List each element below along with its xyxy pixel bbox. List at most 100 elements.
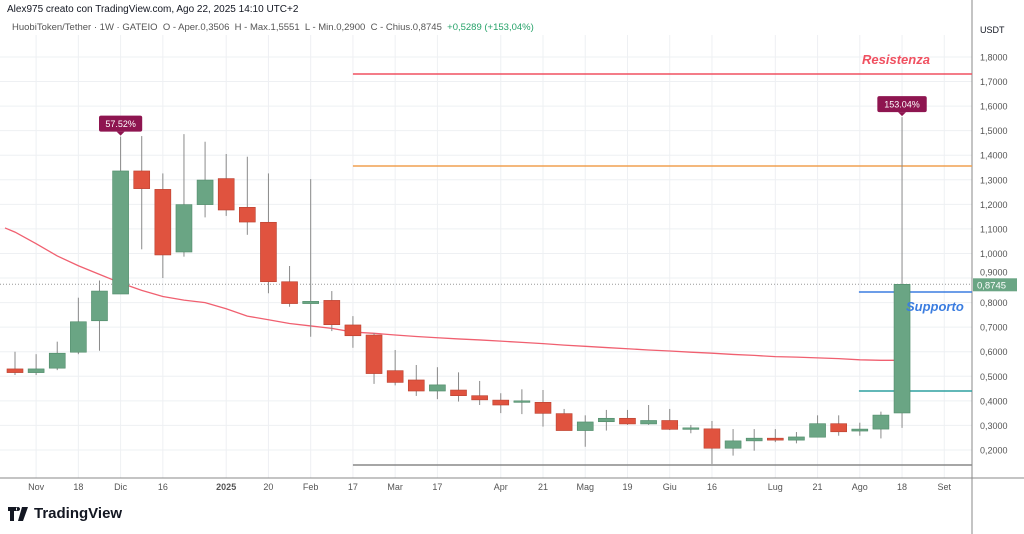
candle-body [851,428,869,432]
price-tick-label: 0,8000 [980,298,1008,308]
label-support: Supporto [906,299,964,314]
price-tick-label: 0,9000 [980,267,1008,277]
price-axis-currency: USDT [980,25,1005,35]
price-tick-label: 1,7000 [980,77,1008,87]
candle-body [323,300,341,326]
candle-body [767,437,784,441]
label-resistance: Resistenza [862,52,930,67]
candle-body [534,402,552,414]
symbol-legend: HuobiToken/Tether · 1W · GATEIO O - Aper… [12,22,534,33]
price-tick-label: 1,2000 [980,200,1008,210]
price-tick-label: 1,5000 [980,126,1008,136]
time-tick-label: Apr [494,482,508,492]
time-tick-label: 18 [897,482,907,492]
candle-body [91,290,108,322]
price-tick-label: 0,3000 [980,421,1008,431]
time-tick-label: 2025 [216,482,236,492]
candle-body [196,179,214,205]
candle-body [788,436,805,441]
price-tick-label: 0,2000 [980,445,1008,455]
price-tick-label: 0,6000 [980,347,1008,357]
time-tick-label: 17 [348,482,358,492]
tradingview-logo: TradingView [8,505,122,522]
candle-body [724,440,742,449]
time-tick-label: Nov [28,482,45,492]
current-price-tag [973,278,1017,292]
candle-body [70,321,87,353]
candle-body [217,178,235,211]
legend-low: L - Min.0,2900 [304,22,366,33]
candle-body [471,395,488,401]
candle-body [745,437,763,442]
time-tick-label: Lug [768,482,783,492]
candle-body [830,423,847,433]
candle-body [260,221,277,283]
legend-symbol[interactable]: HuobiToken/Tether · 1W · GATEIO [12,22,158,33]
percent-change-tooltip [99,115,143,132]
tooltip-pointer-icon [116,131,125,136]
candle-body [492,399,510,406]
candle-body [640,420,657,425]
candle-body [893,284,911,414]
candle-body [703,428,721,449]
candle-body [365,334,383,374]
legend-close: C - Chius.0,8745 [370,22,442,33]
legend-change: +0,5289 (+153,04%) [447,22,534,33]
legend-high: H - Max.1,5551 [234,22,300,33]
time-tick-label: Set [938,482,952,492]
candle-body [661,420,679,430]
time-tick-label: Giu [663,482,677,492]
tooltip-pointer-icon [898,112,907,117]
time-tick-label: Mar [387,482,403,492]
candle-body [302,301,319,304]
candle-body [281,281,298,304]
candle-body [6,368,24,373]
candle-body [239,207,256,223]
percent-change-label: 57.52% [105,119,136,129]
legend-open: O - Aper.0,3506 [162,22,230,33]
candle-body [598,417,615,423]
candle-body [809,423,826,438]
candle-body [386,370,404,383]
price-tick-label: 0,5000 [980,372,1008,382]
time-tick-label: 17 [432,482,442,492]
candle-body [576,421,594,431]
candle-body [344,324,362,337]
candle-body [154,189,172,256]
time-tick-label: 20 [263,482,273,492]
tradingview-logo-icon [8,506,28,521]
time-tick-label: 16 [158,482,168,492]
time-tick-label: 19 [622,482,632,492]
candle-body [175,204,193,253]
moving-average-line [4,227,903,361]
candle-body [429,384,446,392]
time-tick-label: Dic [114,482,127,492]
candle-body [133,170,151,189]
current-price-label: 0,8745 [977,280,1006,291]
candle-body [682,427,700,430]
time-tick-label: Ago [852,482,868,492]
time-tick-label: 21 [813,482,823,492]
time-tick-label: 21 [538,482,548,492]
price-tick-label: 1,3000 [980,175,1008,185]
price-tick-label: 1,6000 [980,102,1008,112]
time-tick-label: Mag [576,482,594,492]
time-tick-label: Feb [303,482,319,492]
candle-body [555,413,573,431]
candle-body [513,400,531,403]
chart-caption: Alex975 creato con TradingView.com, Ago … [7,4,299,15]
candle-body [450,389,467,396]
price-tick-label: 0,7000 [980,323,1008,333]
candle-body [48,352,66,369]
time-tick-label: 16 [707,482,717,492]
candle-body [619,417,636,425]
candle-body [112,170,129,295]
candle-body [407,379,425,392]
price-tick-label: 1,8000 [980,53,1008,63]
percent-change-tooltip [877,96,927,113]
price-tick-label: 0,4000 [980,396,1008,406]
time-tick-label: 18 [73,482,83,492]
candle-body [27,368,45,373]
price-tick-label: 1,4000 [980,151,1008,161]
